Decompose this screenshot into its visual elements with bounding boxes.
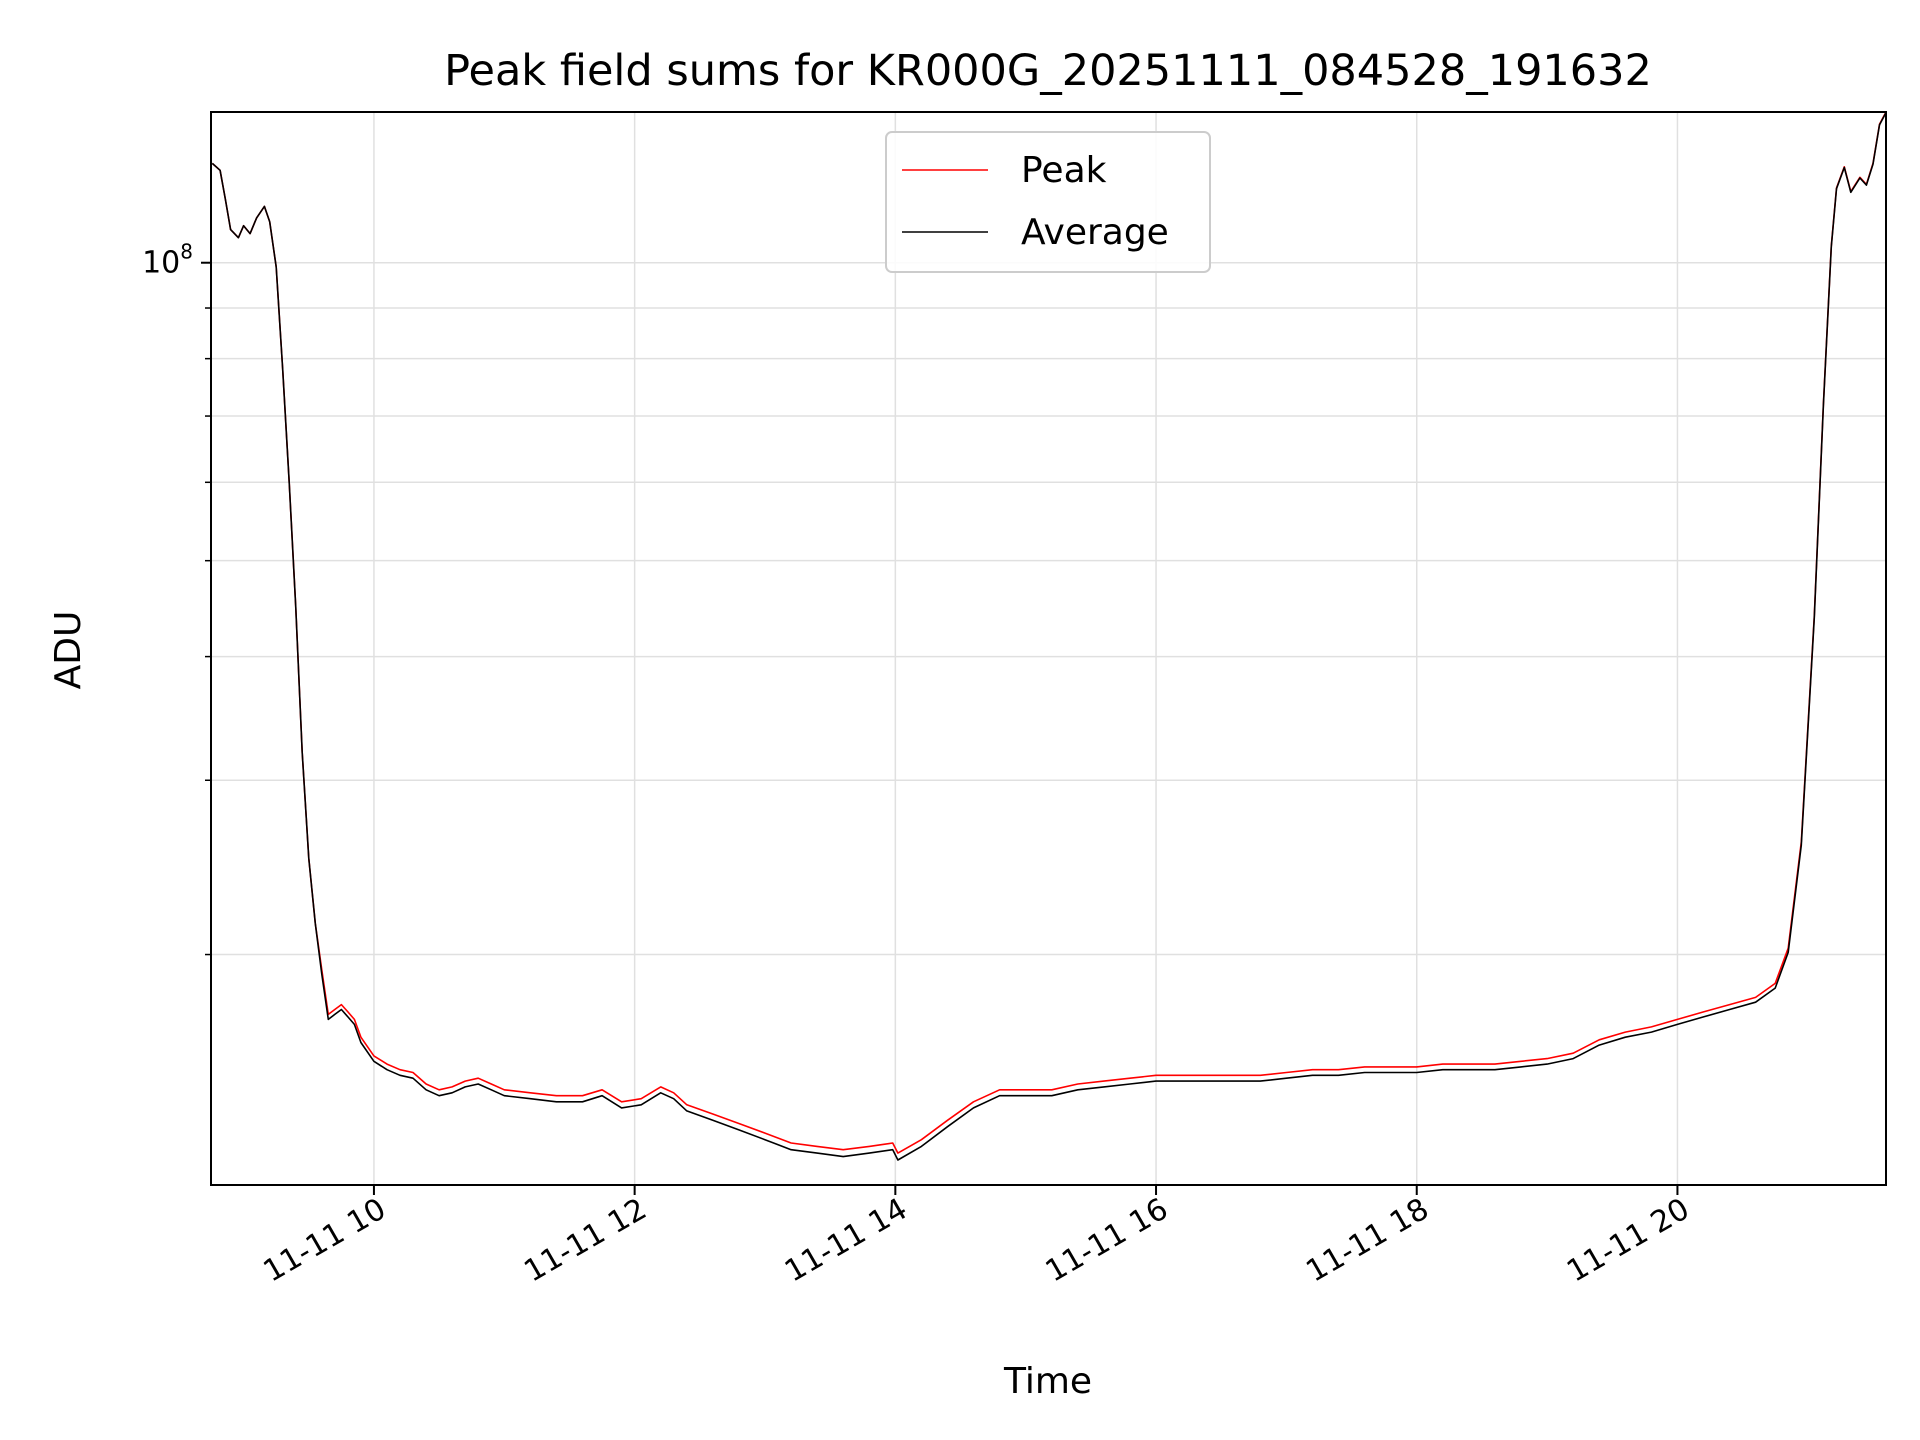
plot-frame xyxy=(210,111,1887,1186)
series-line-average xyxy=(211,112,1887,1161)
legend-label-average: Average xyxy=(1021,212,1169,253)
series-lines xyxy=(211,111,1887,1161)
legend-box xyxy=(885,131,1211,273)
legend[interactable]: Peak Average xyxy=(885,131,1211,273)
x-axis-label: Time xyxy=(1003,1361,1092,1402)
y-axis-label: ADU xyxy=(48,611,89,690)
chart-title: Peak field sums for KR000G_20251111_0845… xyxy=(444,46,1652,96)
y-tick-label: 108 xyxy=(142,240,193,281)
legend-label-peak: Peak xyxy=(1021,150,1107,191)
